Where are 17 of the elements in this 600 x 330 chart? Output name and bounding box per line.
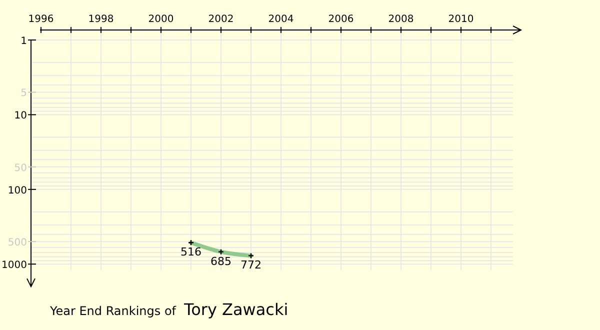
x-tick-label: 1998 (88, 14, 114, 25)
y-tick-label: 1 (20, 36, 27, 47)
data-label: 516 (180, 246, 202, 259)
text: Tory Zawacki (183, 300, 288, 319)
y-tick-label: 1000 (2, 260, 27, 272)
x-tick-label: 2008 (388, 14, 414, 25)
y-tick-label: 100 (8, 185, 27, 196)
x-tick-label: 2010 (448, 14, 474, 25)
x-tick-label: 2004 (268, 14, 294, 25)
x-tick-label: 2000 (148, 14, 174, 25)
data-label: 685 (210, 254, 232, 268)
text: Year End Rankings of (50, 304, 176, 318)
x-tick-label: 1996 (28, 14, 54, 25)
x-tick-label: 2006 (328, 14, 354, 25)
data-label: 772 (240, 258, 262, 272)
y-tick-label: 10 (14, 110, 27, 122)
x-tick-label: 2002 (208, 14, 234, 25)
